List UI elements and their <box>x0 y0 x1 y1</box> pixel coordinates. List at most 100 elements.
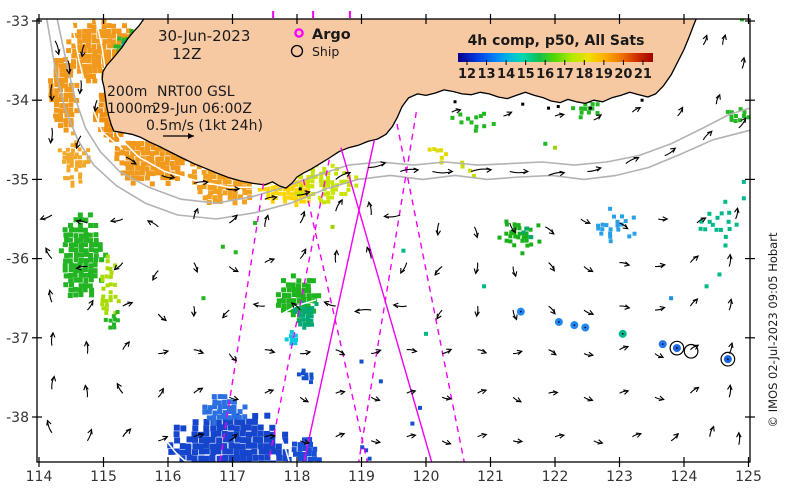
sst-pixel <box>251 425 258 432</box>
sst-pixel <box>627 234 632 239</box>
sst-pixel <box>68 72 74 78</box>
sst-pixel <box>228 424 234 431</box>
sst-pixel <box>239 443 246 450</box>
sst-pixel <box>91 73 96 79</box>
sst-pixel <box>98 92 104 98</box>
arrow-head <box>49 331 56 338</box>
sst-pixel <box>88 257 94 263</box>
sst-pixel <box>71 43 77 49</box>
x-tick-label: 116 <box>155 469 182 485</box>
arrow-head <box>75 264 82 271</box>
sst-pixel <box>83 272 88 278</box>
sst-pixel <box>209 454 216 461</box>
arrow-head <box>728 341 734 349</box>
current-arrow <box>383 213 401 219</box>
arrow-head <box>124 341 131 348</box>
sst-pixel <box>306 278 312 284</box>
sst-pixel <box>99 112 105 118</box>
sst-pixel <box>101 53 107 59</box>
sst-pixel <box>198 455 205 462</box>
arrow-head <box>474 311 480 318</box>
current-arrow <box>727 253 733 267</box>
current-arrow <box>264 195 278 201</box>
sst-pixel <box>78 247 84 253</box>
sst-pixel <box>87 283 93 289</box>
sst-pixel <box>192 449 198 456</box>
sst-pixel <box>301 306 306 311</box>
current-arrow <box>625 156 640 165</box>
arrow-head <box>383 213 390 219</box>
sst-pixel <box>106 53 112 59</box>
sst-pixel <box>207 169 213 175</box>
sst-pixel <box>54 77 60 83</box>
sst-pixel <box>77 261 83 267</box>
sst-pixel <box>741 179 746 184</box>
sst-pixel <box>733 119 738 123</box>
sst-pixel <box>330 183 335 188</box>
sst-pixel <box>231 399 237 405</box>
current-arrow <box>721 33 727 45</box>
gsl-contour <box>70 19 124 150</box>
sst-pixel <box>298 199 303 204</box>
sst-pixel <box>306 195 311 199</box>
sst-speckle <box>553 145 557 150</box>
sst-pixel <box>228 442 235 449</box>
sst-pixel <box>738 107 743 112</box>
sst-pixel <box>68 267 74 273</box>
sst-pixel <box>482 111 486 116</box>
sst-pixel <box>282 293 287 298</box>
sst-pixel <box>135 145 141 151</box>
sst-pixel <box>54 102 59 108</box>
sst-pixel <box>77 164 82 169</box>
sst-pixel <box>125 170 130 176</box>
sst-pixel <box>343 191 348 196</box>
sst-pixel <box>203 425 210 432</box>
altimeter-track-dashed <box>302 179 369 462</box>
sst-pixel <box>145 170 151 176</box>
current-arrow <box>222 309 230 319</box>
sst-pixel <box>364 448 369 453</box>
sst-pixel <box>264 412 271 419</box>
sst-pixel <box>164 166 170 171</box>
island-dot <box>556 105 560 109</box>
current-arrow <box>80 44 86 58</box>
sst-pixel <box>72 286 78 292</box>
sst-pixel <box>191 431 198 438</box>
sst-pixel <box>727 227 732 231</box>
sst-pixel <box>121 37 126 42</box>
sst-pixel <box>301 368 306 373</box>
arrow-head <box>109 217 116 224</box>
sst-pixel <box>113 44 118 49</box>
sst-pixel <box>108 318 113 323</box>
sst-pixel <box>69 242 74 248</box>
sst-pixel <box>282 431 289 438</box>
sst-pixel <box>66 176 71 181</box>
sst-pixel <box>62 242 68 248</box>
sst-pixel <box>227 190 233 196</box>
current-arrow <box>299 396 310 403</box>
sst-pixel <box>62 263 68 269</box>
current-arrow <box>264 214 270 227</box>
sst-pixel <box>520 251 525 256</box>
x-tick-label: 125 <box>735 469 762 485</box>
sst-pixel <box>78 292 84 298</box>
sst-pixel <box>242 414 248 420</box>
argo-marker-icon <box>294 28 304 38</box>
sst-pixel <box>58 97 63 102</box>
sst-pixel <box>608 227 613 232</box>
sst-pixel <box>89 242 95 248</box>
sst-pixel <box>293 306 298 311</box>
sst-pixel <box>63 127 69 133</box>
sst-pixel <box>83 258 89 264</box>
sst-pixel <box>96 63 102 69</box>
sst-pixel <box>116 38 122 44</box>
sst-pixel <box>234 436 241 443</box>
current-arrow <box>229 214 238 224</box>
sst-pixel <box>276 298 282 304</box>
sst-pixel <box>286 195 291 200</box>
sst-pixel <box>68 87 74 93</box>
sst-pixel <box>270 199 275 204</box>
sst-pixel <box>275 292 281 298</box>
sst-pixel <box>66 39 72 45</box>
sst-pixel <box>222 394 228 400</box>
